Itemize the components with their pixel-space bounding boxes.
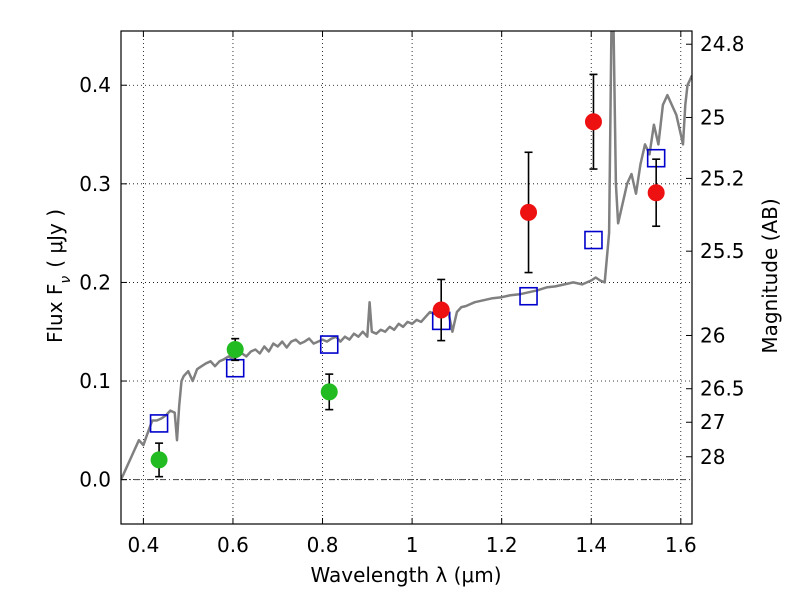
nir-detection-point xyxy=(520,203,538,221)
plot-frame xyxy=(120,30,693,525)
y-tick-label: 0.2 xyxy=(79,270,111,294)
model-photometry-square xyxy=(225,358,245,378)
y-axis-label-main: Flux F xyxy=(43,284,67,343)
nir-detection-point xyxy=(647,184,665,202)
nir-detection-point xyxy=(432,301,450,319)
data-marks xyxy=(149,73,666,478)
model-photometry-square xyxy=(584,230,603,250)
magnitude-tick-label: 26 xyxy=(700,323,725,347)
axis-ticks: 0.4 0.6 0.8 1 1.2 1.4 1.6 0.0 0.1 0.2 0.3 0.4 24.8 25… xyxy=(79,31,745,557)
x-tick-label: 0.6 xyxy=(217,533,249,557)
right-y-axis-label: Magnitude (AB) xyxy=(758,198,782,353)
x-tick-label: 0.4 xyxy=(127,533,159,557)
model-photometry-square xyxy=(519,286,538,306)
x-tick-label: 0.8 xyxy=(307,533,339,557)
magnitude-tick-label: 28 xyxy=(700,445,725,469)
model-photometry-square xyxy=(149,414,169,433)
magnitude-tick-label: 25.2 xyxy=(700,166,745,190)
x-tick-label: 1.2 xyxy=(486,533,518,557)
optical-detection-point xyxy=(150,451,168,469)
nir-detection-point xyxy=(584,113,602,131)
y-axis-label: Flux Fν ( μJy ) xyxy=(43,209,74,343)
x-tick-label: 1 xyxy=(406,533,419,557)
x-axis-label: Wavelength λ (μm) xyxy=(310,563,501,587)
y-tick-label: 0.4 xyxy=(79,73,111,97)
model-spectrum-line xyxy=(121,31,692,481)
y-tick-label: 0.3 xyxy=(79,172,111,196)
magnitude-tick-label: 25 xyxy=(700,105,725,129)
magnitude-tick-label: 25.5 xyxy=(700,239,745,263)
magnitude-tick-label: 24.8 xyxy=(700,32,745,56)
y-tick-label: 0.1 xyxy=(79,369,111,393)
model-photometry-square xyxy=(319,335,339,354)
x-tick-label: 1.6 xyxy=(665,533,697,557)
magnitude-tick-label: 27 xyxy=(700,410,725,434)
optical-detection-point xyxy=(320,383,338,401)
optical-detection-point xyxy=(226,340,244,358)
y-axis-label-unit: ( μJy ) xyxy=(43,209,67,268)
x-tick-label: 1.4 xyxy=(575,533,607,557)
magnitude-tick-label: 26.5 xyxy=(700,377,745,401)
y-axis-label-subscript: ν xyxy=(58,276,74,284)
y-tick-label: 0.0 xyxy=(79,468,111,492)
